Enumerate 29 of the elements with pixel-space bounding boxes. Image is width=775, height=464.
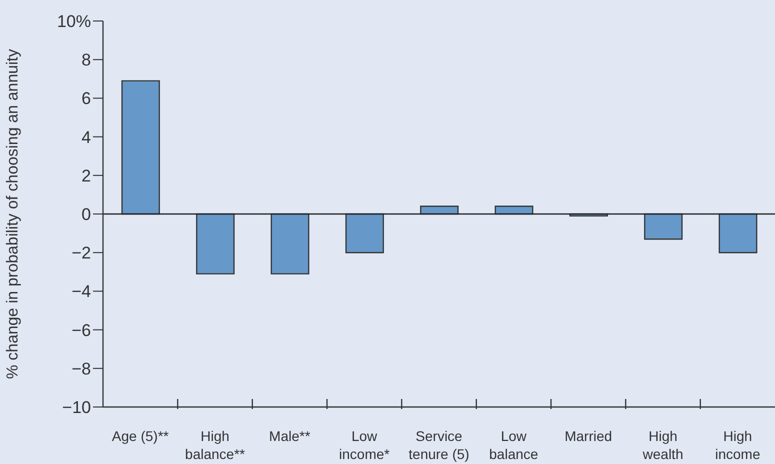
y-tick-label: 8	[82, 50, 91, 70]
bar	[270, 213, 310, 274]
x-tick-label: Low income*	[339, 428, 390, 462]
x-tick-label: Male**	[269, 428, 311, 444]
y-tick-label: −6	[72, 320, 91, 340]
y-tick-label: −4	[72, 282, 91, 302]
bar	[121, 80, 160, 215]
y-axis-title: % change in probability of choosing an annuity	[4, 49, 22, 379]
x-tick-label: High wealth	[642, 428, 684, 462]
y-tick-label: 0	[82, 205, 91, 224]
y-tick-label: 4	[82, 128, 91, 147]
y-tick-label: 6	[82, 89, 91, 108]
bar	[494, 206, 534, 215]
x-tick-label: High balance**	[185, 428, 246, 462]
x-tick-label: Age (5)**	[112, 428, 170, 444]
bar	[718, 213, 758, 254]
y-tick-label: −2	[72, 244, 91, 263]
y-tick-label: 10%	[56, 12, 91, 32]
x-tick-label: High income	[715, 428, 760, 462]
y-tick-label: 2	[82, 166, 91, 186]
x-tick-label: Married	[564, 428, 612, 444]
bar	[644, 213, 683, 240]
bar	[196, 213, 235, 274]
bar	[345, 213, 384, 254]
y-tick-label: −8	[72, 359, 91, 378]
y-tick-label: −10	[62, 398, 91, 418]
bar	[420, 206, 459, 215]
x-tick-label: Service tenure (5)	[408, 428, 470, 462]
x-tick-label: Low balance	[489, 428, 538, 462]
